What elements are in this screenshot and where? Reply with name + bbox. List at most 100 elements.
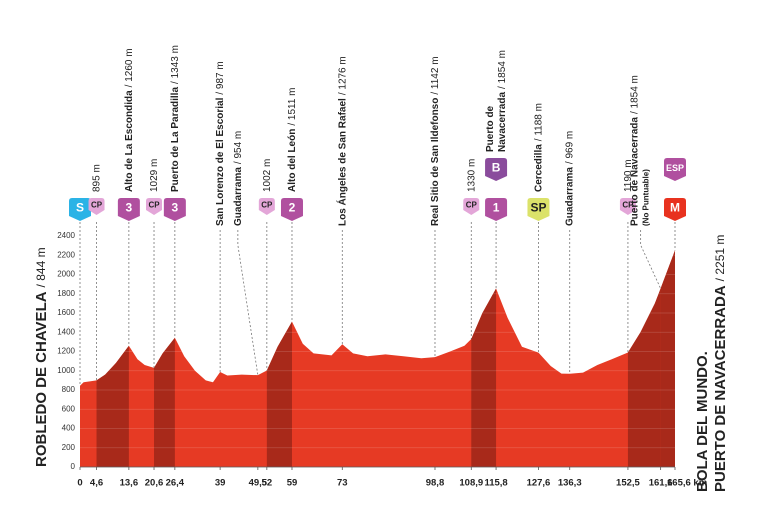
badge [485, 198, 508, 221]
y-tick-label: 1200 [57, 347, 75, 356]
waypoint-label: 1330 m [466, 159, 477, 192]
elevation-area [80, 250, 675, 467]
waypoint-altitude: / 987 m [215, 61, 226, 94]
waypoint-label: Navacerrada / 1854 m [497, 50, 508, 152]
waypoint-name: Alto del León [287, 129, 298, 192]
waypoint-name: Real Sitio de San Ildefonso [430, 98, 441, 226]
x-tick-label: 73 [337, 478, 348, 489]
waypoint-label: San Lorenzo de El Escorial / 987 m [215, 61, 226, 226]
waypoint-label: Alto del León / 1511 m [287, 87, 298, 192]
x-tick-label: 49,5 [249, 478, 268, 489]
waypoint-label: 1190 m [623, 159, 634, 192]
leader-line [237, 230, 259, 376]
waypoint-label: Guadarrama / 954 m [232, 131, 243, 226]
waypoint-altitude: / 1142 m [430, 56, 441, 94]
climb-shading [154, 337, 175, 467]
x-tick-label: 165,6 km [667, 478, 707, 489]
x-tick-label: 13,6 [120, 478, 139, 489]
y-tick-label: 2200 [57, 250, 75, 259]
waypoint-altitude: 1029 m [149, 159, 160, 192]
x-tick-label: 108,9 [459, 478, 483, 489]
climb-shading [627, 288, 661, 467]
y-tick-label: 800 [62, 385, 76, 394]
badge [146, 198, 163, 215]
badge-label: CP [622, 201, 634, 210]
x-tick-label: 136,3 [558, 478, 582, 489]
waypoint-name: (No Puntuable) [642, 169, 651, 226]
waypoint-label: (No Puntuable) [642, 169, 651, 226]
y-tick-label: 0 [71, 462, 76, 471]
waypoint-label: 1029 m [149, 159, 160, 192]
waypoint-label: Cercedilla / 1188 m [533, 103, 544, 192]
waypoint-altitude: / 1854 m [629, 75, 640, 114]
y-tick-label: 1800 [57, 289, 75, 298]
badge [163, 198, 186, 221]
climb-shading [266, 321, 292, 467]
y-tick-label: 1000 [57, 366, 75, 375]
waypoint-altitude: 1190 m [623, 159, 634, 192]
x-tick-label: 127,6 [527, 478, 551, 489]
y-tick-label: 2000 [57, 270, 75, 279]
x-tick-label: 152,5 [616, 478, 640, 489]
finish-label: BOLA DEL MUNDO. [694, 351, 711, 492]
waypoint-name: Puerto de Navacerrada [629, 117, 640, 226]
badge-label: CP [148, 201, 160, 210]
waypoint-label: Puerto de [485, 105, 496, 152]
badge-label: S [76, 201, 84, 215]
start-name: ROBLEDO DE CHAVELA [33, 291, 50, 467]
y-tick-label: 1400 [57, 327, 75, 336]
badge [664, 198, 686, 221]
x-tick-label: 98,8 [426, 478, 445, 489]
waypoint-label: Real Sitio de San Ildefonso / 1142 m [430, 56, 441, 226]
badge-label: 3 [126, 201, 133, 215]
x-tick-label: 52 [262, 478, 273, 489]
finish-altitude: / 2251 m [713, 235, 727, 282]
x-tick-label: 4,6 [90, 478, 103, 489]
badge-label: CP [91, 201, 103, 210]
start-altitude: / 844 m [34, 247, 48, 287]
x-tick-label: 59 [287, 478, 298, 489]
badge [527, 198, 550, 221]
y-tick-label: 2400 [57, 231, 75, 240]
y-tick-label: 400 [62, 424, 76, 433]
badge-label: SP [530, 201, 546, 215]
x-tick-label: 26,4 [166, 478, 185, 489]
badge [280, 198, 303, 221]
waypoint-altitude: / 1854 m [497, 50, 508, 89]
waypoint-name: Guadarrama [232, 167, 243, 226]
x-tick-label: 161,6 [649, 478, 673, 489]
waypoint-label: Puerto de Navacerrada / 1854 m [629, 75, 640, 226]
waypoint-label: 895 m [91, 164, 102, 192]
waypoint-name: Cercedilla [533, 144, 544, 192]
waypoint-altitude: / 1276 m [337, 56, 348, 95]
finish-name: PUERTO DE NAVACERRADA [712, 285, 729, 492]
waypoint-label: Puerto de La Paradilla / 1343 m [169, 45, 180, 192]
badge [485, 158, 508, 181]
badge [463, 198, 480, 215]
waypoint-name: Navacerrada [497, 92, 508, 152]
waypoint-name: San Lorenzo de El Escorial [215, 97, 226, 226]
badge-label: M [670, 201, 680, 215]
climb-shading [660, 250, 675, 467]
waypoint-label: 1002 m [261, 159, 272, 192]
waypoint-altitude: / 969 m [564, 131, 575, 164]
waypoint-name: Guadarrama [564, 167, 575, 226]
badge [258, 198, 275, 215]
badge [69, 198, 91, 221]
waypoint-altitude: / 1188 m [533, 103, 544, 141]
y-tick-label: 1600 [57, 308, 75, 317]
waypoint-altitude: / 1511 m [287, 87, 298, 125]
waypoint-name: Puerto de La Paradilla [169, 87, 180, 192]
x-tick-label: 39 [215, 478, 226, 489]
climb-shading [96, 345, 129, 467]
waypoint-altitude: 895 m [91, 164, 102, 192]
badge [88, 198, 105, 215]
badge [117, 198, 140, 221]
badge [619, 198, 636, 215]
badge [664, 158, 686, 181]
waypoint-altitude: / 1343 m [169, 45, 180, 84]
waypoint-label: Alto de La Escondida / 1260 m [124, 48, 135, 192]
x-tick-label: 20,6 [145, 478, 164, 489]
